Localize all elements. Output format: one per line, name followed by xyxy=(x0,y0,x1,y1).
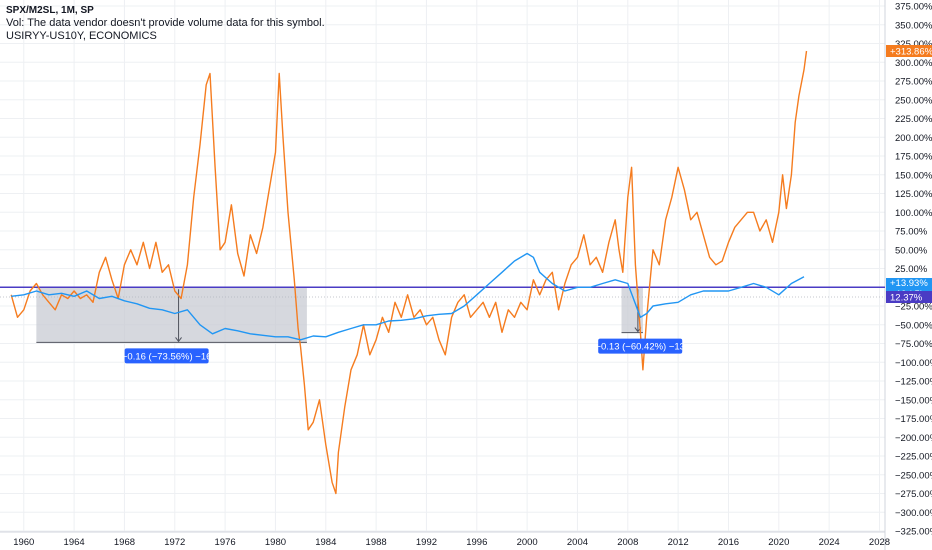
chart-legend: SPX/M2SL, 1M, SP Vol: The data vendor do… xyxy=(6,4,325,43)
series-line-orange xyxy=(10,50,808,495)
symbol-title[interactable]: SPX/M2SL, 1M, SP xyxy=(6,5,94,16)
y-tick-label: −50.00% xyxy=(895,320,932,331)
y-tick-label: 300.00% xyxy=(895,58,932,69)
purple-price-tag: 12.37% xyxy=(890,293,923,304)
y-tick-label: −275.00% xyxy=(895,489,932,500)
y-tick-label: −150.00% xyxy=(895,395,932,406)
volume-note: Vol: The data vendor doesn't provide vol… xyxy=(6,17,325,29)
blue-price-tag: +13.93% xyxy=(890,278,928,289)
y-tick-label: 350.00% xyxy=(895,20,932,31)
x-tick-label: 2024 xyxy=(819,537,840,548)
y-tick-label: 50.00% xyxy=(895,245,928,256)
y-tick-label: 100.00% xyxy=(895,208,932,219)
x-tick-label: 2020 xyxy=(768,537,789,548)
x-tick-label: 2000 xyxy=(517,537,538,548)
x-tick-label: 2016 xyxy=(718,537,739,548)
y-tick-label: 150.00% xyxy=(895,170,932,181)
y-tick-label: 125.00% xyxy=(895,189,932,200)
y-tick-label: −75.00% xyxy=(895,339,932,350)
y-tick-label: −300.00% xyxy=(895,508,932,519)
series-line-blue xyxy=(11,252,805,341)
y-tick-label: 25.00% xyxy=(895,264,928,275)
y-tick-label: 75.00% xyxy=(895,227,928,238)
y-tick-label: 325.00% xyxy=(895,39,932,50)
measure-box xyxy=(36,287,307,343)
x-tick-label: 1964 xyxy=(64,537,85,548)
x-tick-label: 2008 xyxy=(617,537,638,548)
y-tick-label: −125.00% xyxy=(895,377,932,388)
x-tick-label: 1984 xyxy=(315,537,336,548)
y-tick-label: 175.00% xyxy=(895,152,932,163)
measure-arrow-head xyxy=(175,337,182,343)
x-tick-label: 1996 xyxy=(466,537,487,548)
y-tick-label: −100.00% xyxy=(895,358,932,369)
x-tick-label: 1976 xyxy=(215,537,236,548)
orange-price-tag: +313.86% xyxy=(890,47,932,58)
measure-label-box xyxy=(124,348,209,364)
y-tick-label: 275.00% xyxy=(895,77,932,88)
y-tick-label: 225.00% xyxy=(895,114,932,125)
x-tick-label: 1980 xyxy=(265,537,286,548)
series2-legend[interactable]: USIRYY-US10Y, ECONOMICS xyxy=(6,30,157,42)
y-tick-label: 375.00% xyxy=(895,2,932,13)
measure-label: −0.16 (−73.56%) −16 xyxy=(122,351,212,362)
x-tick-label: 2004 xyxy=(567,537,588,548)
x-tick-label: 1960 xyxy=(13,537,34,548)
purple-price-tag-bg xyxy=(886,291,932,303)
measure-label-box xyxy=(598,338,683,354)
y-tick-label: −250.00% xyxy=(895,470,932,481)
orange-price-tag-bg xyxy=(886,45,932,57)
y-tick-label: −325.00% xyxy=(895,527,932,538)
y-tick-label: −175.00% xyxy=(895,414,932,425)
x-tick-label: 1968 xyxy=(114,537,135,548)
measure-label: −0.13 (−60.42%) −13 xyxy=(595,342,685,353)
x-tick-label: 1972 xyxy=(164,537,185,548)
y-tick-label: −25.00% xyxy=(895,302,932,313)
x-tick-label: 1988 xyxy=(366,537,387,548)
x-tick-label: 1992 xyxy=(416,537,437,548)
y-tick-label: −225.00% xyxy=(895,452,932,463)
y-tick-label: 200.00% xyxy=(895,133,932,144)
x-tick-label: 2012 xyxy=(668,537,689,548)
x-tick-label: 2028 xyxy=(869,537,890,548)
y-tick-label: −200.00% xyxy=(895,433,932,444)
y-tick-label: 250.00% xyxy=(895,95,932,106)
